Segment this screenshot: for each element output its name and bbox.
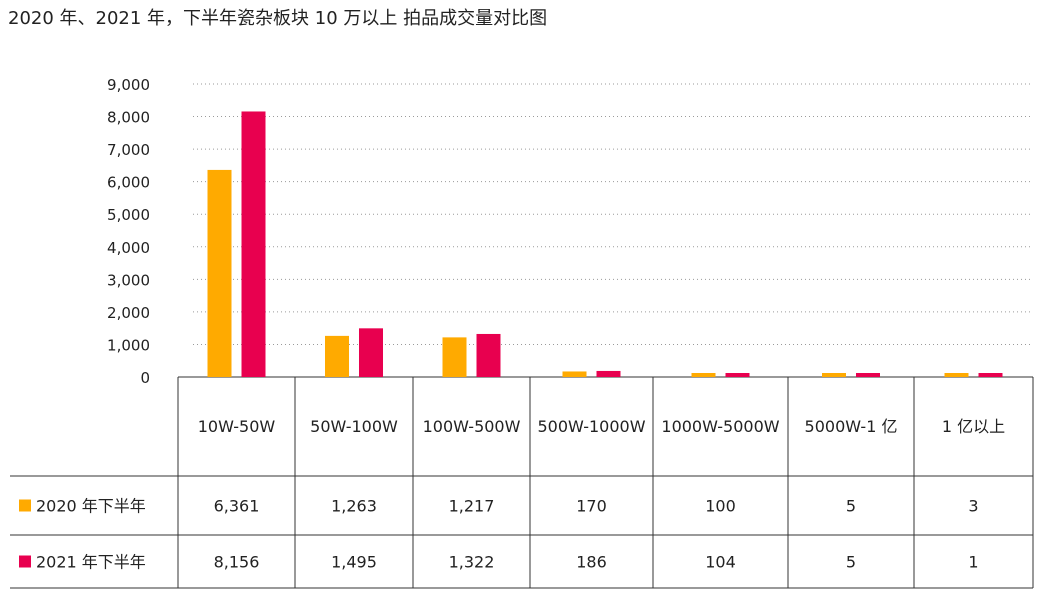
bar-2020 xyxy=(822,373,846,377)
data-label: 8,156 xyxy=(214,553,260,572)
data-label: 1 xyxy=(968,553,978,572)
y-tick-label: 3,000 xyxy=(107,271,150,289)
y-tick-label: 2,000 xyxy=(107,304,150,322)
category-label: 500W-1000W xyxy=(537,417,645,436)
y-tick-label: 6,000 xyxy=(107,174,150,192)
bar-2021 xyxy=(856,373,880,377)
bar-2021 xyxy=(476,333,501,377)
legend-swatch-2020 xyxy=(19,499,31,512)
y-tick-label: 4,000 xyxy=(107,239,150,257)
bar-2021 xyxy=(359,328,383,377)
bar-2020 xyxy=(207,169,232,377)
data-label: 1,495 xyxy=(331,553,377,572)
bar-2020 xyxy=(944,373,969,377)
category-label: 100W-500W xyxy=(423,417,521,436)
bar-2021 xyxy=(241,111,266,377)
legend-label-2020: 2020 年下半年 xyxy=(36,497,146,516)
category-label: 1000W-5000W xyxy=(661,417,779,436)
chart-title: 2020 年、2021 年，下半年瓷杂板块 10 万以上 拍品成交量对比图 xyxy=(8,8,548,29)
y-tick-label: 0 xyxy=(140,369,150,387)
data-label: 5 xyxy=(846,497,856,516)
y-tick-label: 5,000 xyxy=(107,206,150,224)
data-label: 186 xyxy=(576,553,607,572)
data-label: 3 xyxy=(968,497,978,516)
bar-2021 xyxy=(725,373,750,377)
bar-2020 xyxy=(562,371,587,377)
data-label: 100 xyxy=(705,497,736,516)
category-label: 50W-100W xyxy=(310,417,398,436)
data-label: 6,361 xyxy=(214,497,260,516)
y-tick-label: 8,000 xyxy=(107,109,150,127)
bar-2021 xyxy=(596,370,621,377)
bar-2020 xyxy=(325,335,349,377)
data-label: 170 xyxy=(576,497,607,516)
y-tick-label: 7,000 xyxy=(107,141,150,159)
data-label: 104 xyxy=(705,553,736,572)
bar-2020 xyxy=(442,337,467,377)
bar-2021 xyxy=(978,373,1003,377)
category-label: 10W-50W xyxy=(198,417,276,436)
y-tick-label: 9,000 xyxy=(107,76,150,94)
data-label: 5 xyxy=(846,553,856,572)
y-tick-label: 1,000 xyxy=(107,336,150,354)
bar-2020 xyxy=(691,373,716,377)
data-label: 1,217 xyxy=(449,497,495,516)
legend-label-2021: 2021 年下半年 xyxy=(36,553,146,572)
category-label: 1 亿以上 xyxy=(942,417,1005,436)
data-label: 1,322 xyxy=(449,553,495,572)
data-label: 1,263 xyxy=(331,497,377,516)
legend-swatch-2021 xyxy=(19,555,31,568)
category-label: 5000W-1 亿 xyxy=(805,417,898,436)
